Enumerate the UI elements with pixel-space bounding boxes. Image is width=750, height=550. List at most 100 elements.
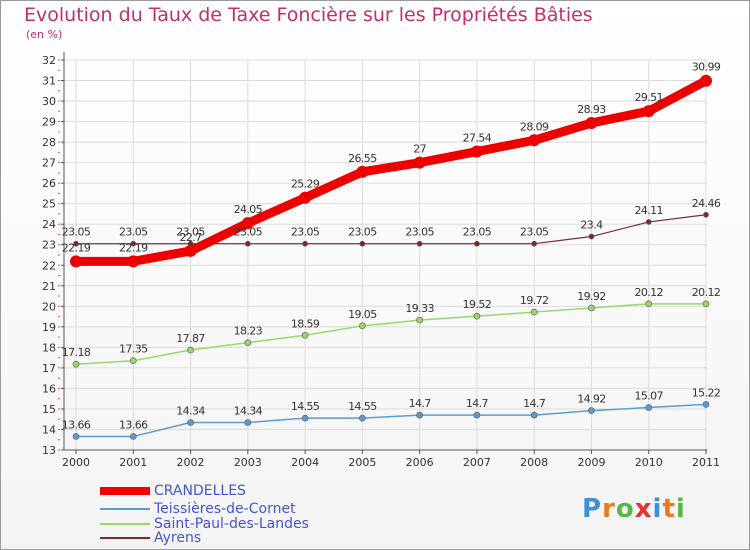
data-point: [588, 233, 595, 240]
data-label: 23.05: [520, 226, 549, 239]
legend-swatch: [100, 487, 150, 495]
legend-item-saint-paul: Saint-Paul-des-Landes: [100, 517, 309, 531]
y-tick-label: 19: [42, 321, 56, 334]
data-label: 18.23: [234, 325, 263, 338]
legend-item-ayrens: Ayrens: [100, 531, 201, 545]
legend-swatch: [100, 508, 150, 510]
data-point: [129, 357, 137, 365]
data-point: [642, 105, 655, 118]
data-label: 30.99: [692, 61, 721, 74]
data-point: [416, 316, 423, 324]
data-point: [129, 433, 137, 440]
data-label: 23.05: [291, 226, 320, 239]
chart-title: Evolution du Taux de Taxe Foncière sur l…: [24, 4, 593, 26]
data-point: [359, 240, 366, 247]
legend-item-teissieres: Teissières-de-Cornet: [100, 502, 296, 516]
legend-label: Ayrens: [154, 530, 202, 546]
data-label: 19.33: [405, 302, 434, 315]
data-label: 28.93: [577, 103, 606, 116]
data-point: [70, 255, 82, 268]
x-tick-label: 2009: [577, 456, 605, 469]
legend-swatch: [100, 523, 150, 525]
data-point: [702, 401, 710, 408]
data-point: [301, 331, 309, 339]
x-tick-label: 2010: [635, 456, 663, 469]
data-label: 23.05: [119, 226, 148, 239]
data-label: 20.12: [634, 286, 663, 299]
data-label: 23.05: [234, 226, 263, 239]
x-tick-label: 2011: [692, 456, 720, 469]
logo-letter: i: [675, 494, 686, 524]
data-label: 24.11: [634, 204, 663, 217]
y-tick-label: 32: [42, 54, 56, 67]
data-label: 19.52: [463, 298, 492, 311]
data-label: 23.05: [176, 226, 205, 239]
series-line-ayrens: [75, 214, 707, 245]
data-label: 15.22: [692, 386, 721, 399]
series-line-teissi-res-de-cornet: [75, 403, 707, 438]
chart-unit-label: (en %): [26, 28, 63, 41]
proxiti-logo: Proxiti: [582, 494, 686, 524]
data-point: [241, 217, 254, 230]
y-tick-label: 20: [42, 300, 56, 313]
data-point: [531, 240, 537, 247]
logo-letter: x: [634, 494, 653, 524]
data-label: 15.07: [634, 390, 663, 403]
data-label: 17.87: [176, 332, 205, 345]
data-point: [356, 165, 369, 178]
data-label: 14.92: [577, 393, 606, 406]
data-point: [530, 411, 538, 419]
data-label: 24.46: [692, 197, 721, 210]
data-label: 24.05: [234, 203, 263, 216]
x-tick-label: 2000: [62, 456, 90, 469]
logo-letter: r: [602, 494, 616, 524]
x-tick-label: 2002: [177, 456, 205, 469]
legend-label: Saint-Paul-des-Landes: [154, 516, 309, 532]
data-point: [528, 134, 541, 147]
data-label: 14.34: [234, 404, 263, 417]
y-tick-label: 21: [42, 280, 56, 293]
series-lines: [70, 74, 712, 440]
data-point: [702, 300, 710, 308]
data-label: 18.59: [291, 317, 320, 330]
data-label: 22.19: [119, 241, 148, 254]
data-point: [473, 312, 481, 320]
data-point: [588, 407, 595, 414]
data-label: 26.55: [348, 152, 377, 165]
data-point: [244, 339, 252, 346]
legend-label: Teissières-de-Cornet: [154, 501, 296, 517]
series-line-saint-paul-des-landes: [75, 303, 707, 365]
x-tick-label: 2007: [463, 456, 491, 469]
data-label: 25.29: [291, 178, 320, 191]
data-point: [72, 360, 80, 368]
x-tick-label: 2005: [348, 456, 376, 469]
y-tick-label: 15: [42, 403, 56, 416]
data-point: [416, 240, 423, 247]
y-tick-label: 29: [42, 116, 56, 129]
data-point: [470, 145, 483, 158]
data-point: [473, 411, 481, 419]
data-label: 14.55: [291, 400, 320, 413]
y-tick-label: 22: [42, 259, 56, 272]
y-tick-label: 16: [42, 382, 56, 395]
y-tick-label: 31: [42, 75, 56, 88]
y-tick-label: 13: [42, 444, 56, 457]
data-label: 27.54: [463, 132, 492, 145]
data-point: [703, 211, 709, 218]
data-point: [245, 240, 251, 247]
legend-item-crandelles: CRANDELLES: [100, 484, 246, 498]
data-point: [187, 419, 194, 426]
data-label: 22.19: [62, 241, 91, 254]
data-point: [645, 300, 653, 308]
data-point: [645, 219, 652, 225]
data-point: [130, 240, 137, 247]
data-point: [72, 433, 80, 440]
data-label: 27: [413, 143, 426, 156]
logo-letter: o: [615, 494, 635, 524]
y-tick-label: 28: [42, 136, 56, 149]
data-label: 13.66: [62, 418, 91, 431]
y-tick-label: 25: [42, 198, 56, 211]
data-label: 14.55: [348, 400, 377, 413]
